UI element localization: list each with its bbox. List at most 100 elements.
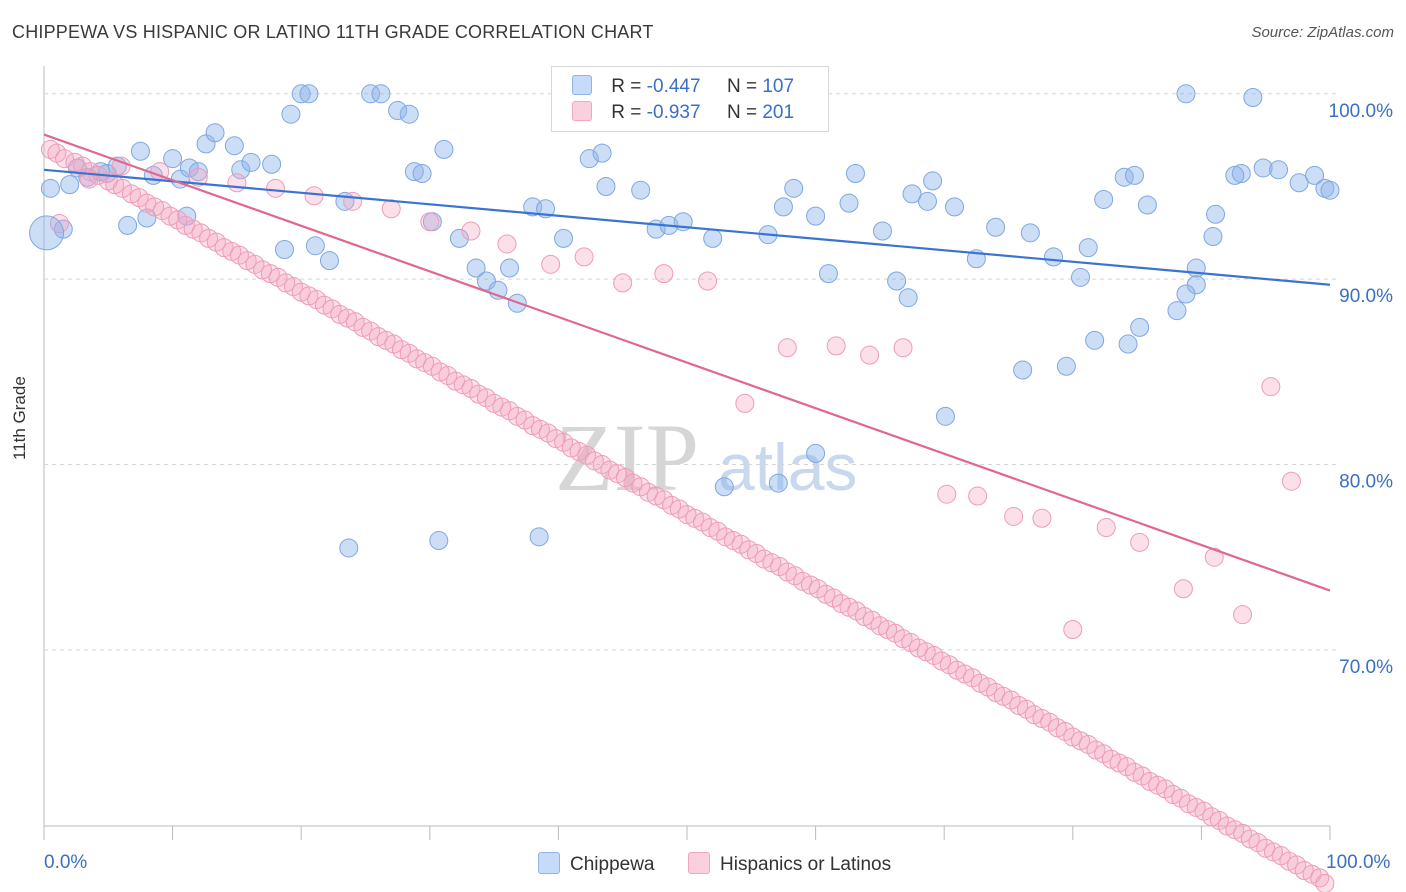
chippewa-trend-line: [43, 168, 1331, 286]
chippewa-point: [1176, 84, 1196, 104]
hispanic-point: [746, 544, 766, 564]
chippewa-point: [806, 206, 826, 226]
chippewa-point: [1130, 317, 1150, 337]
hispanic-point: [698, 271, 718, 291]
chippewa-point: [1020, 223, 1040, 243]
chippewa-point: [1176, 284, 1196, 304]
hispanic-point: [541, 254, 561, 274]
legend-item-chippewa: Chippewa: [538, 852, 655, 876]
hispanic-point: [343, 191, 363, 211]
chippewa-point: [845, 164, 865, 184]
hispanic-point: [860, 345, 880, 365]
hispanic-point: [304, 186, 324, 206]
hispanic-point: [613, 273, 633, 293]
chippewa-point: [773, 197, 793, 217]
chippewa-point: [1085, 330, 1105, 350]
hispanic-point: [1094, 744, 1114, 764]
chippewa-point: [1231, 164, 1251, 184]
chart-title: CHIPPEWA VS HISPANIC OR LATINO 11TH GRAD…: [12, 22, 654, 42]
chippewa-point: [291, 84, 311, 104]
stats-row-hispanic: R = -0.937 N = 201: [572, 101, 794, 125]
hispanic-point: [978, 677, 998, 697]
hispanic-point: [268, 267, 288, 287]
n-value: 107: [762, 76, 795, 97]
hispanic-point: [1040, 712, 1060, 732]
hispanic-point: [476, 388, 496, 408]
hispanic-point: [1055, 721, 1075, 741]
hispanic-point: [592, 455, 612, 475]
hispanic-point: [577, 445, 597, 465]
chippewa-point: [40, 178, 60, 198]
hispanic-point: [824, 588, 844, 608]
hispanic-point: [924, 645, 944, 665]
hispanic-point: [206, 232, 226, 252]
hispanic-point: [968, 486, 988, 506]
hispanic-point: [1004, 506, 1024, 526]
hispanic-point: [1096, 518, 1116, 538]
chippewa-point: [500, 258, 520, 278]
chippewa-point: [1269, 160, 1289, 180]
chippewa-point: [1206, 204, 1226, 224]
hispanic-point: [461, 379, 481, 399]
watermark-atlas: atlas: [718, 430, 857, 504]
hispanic-point: [893, 338, 913, 358]
hispanic-point: [1017, 699, 1037, 719]
hispanic-point: [49, 214, 69, 234]
legend-label-chippewa: Chippewa: [570, 854, 655, 875]
hispanic-point: [654, 490, 674, 510]
hispanic-point: [1078, 734, 1098, 754]
hispanic-point: [191, 223, 211, 243]
hispanic-point: [1063, 620, 1083, 640]
hispanic-point: [1132, 766, 1152, 786]
hispanic-point: [1315, 873, 1335, 892]
chippewa-point: [1289, 173, 1309, 193]
hispanic-legend-swatch: [688, 852, 710, 874]
chippewa-swatch: [572, 75, 592, 95]
n-label: N =: [726, 76, 758, 97]
chippewa-point: [1013, 360, 1033, 380]
hispanic-point: [399, 343, 419, 363]
legend-label-hispanic: Hispanics or Latinos: [720, 854, 892, 875]
hispanic-point: [1155, 779, 1175, 799]
hispanic-point: [500, 401, 520, 421]
chippewa-point: [466, 258, 486, 278]
hispanic-point: [1209, 810, 1229, 830]
hispanic-point: [1032, 508, 1052, 528]
chippewa-point: [224, 136, 244, 156]
chippewa-point: [1225, 165, 1245, 185]
chippewa-point: [818, 264, 838, 284]
hispanic-point: [1194, 801, 1214, 821]
chippewa-point: [529, 527, 549, 547]
hispanic-point: [438, 366, 458, 386]
hispanic-point: [245, 254, 265, 274]
chippewa-point: [434, 139, 454, 159]
chippewa-point: [404, 162, 424, 182]
chippewa-point: [361, 84, 381, 104]
chippewa-point: [839, 193, 859, 213]
chippewa-point: [429, 531, 449, 551]
y-tick-label: 90.0%: [1339, 286, 1393, 307]
x-tick-min: 0.0%: [44, 852, 88, 873]
chippewa-point: [60, 175, 80, 195]
hispanic-point: [345, 312, 365, 332]
hispanic-point: [40, 139, 60, 159]
chippewa-point: [205, 123, 225, 143]
hispanic-point: [937, 484, 957, 504]
hispanic-point: [692, 512, 712, 532]
hispanic-point: [1204, 547, 1224, 567]
hispanic-point: [112, 178, 132, 198]
chippewa-point: [592, 143, 612, 163]
chippewa-point: [188, 162, 208, 182]
hispanic-point: [168, 210, 188, 230]
hispanic-point: [384, 334, 404, 354]
hispanic-point: [538, 423, 558, 443]
chippewa-point: [412, 164, 432, 184]
chippewa-point: [262, 154, 282, 174]
hispanic-point: [265, 178, 285, 198]
chippewa-point: [1125, 165, 1145, 185]
chippewa-point: [917, 191, 937, 211]
hispanic-point: [188, 167, 208, 187]
chippewa-point: [388, 100, 408, 120]
hispanic-point: [497, 234, 517, 254]
hispanic-point: [939, 655, 959, 675]
